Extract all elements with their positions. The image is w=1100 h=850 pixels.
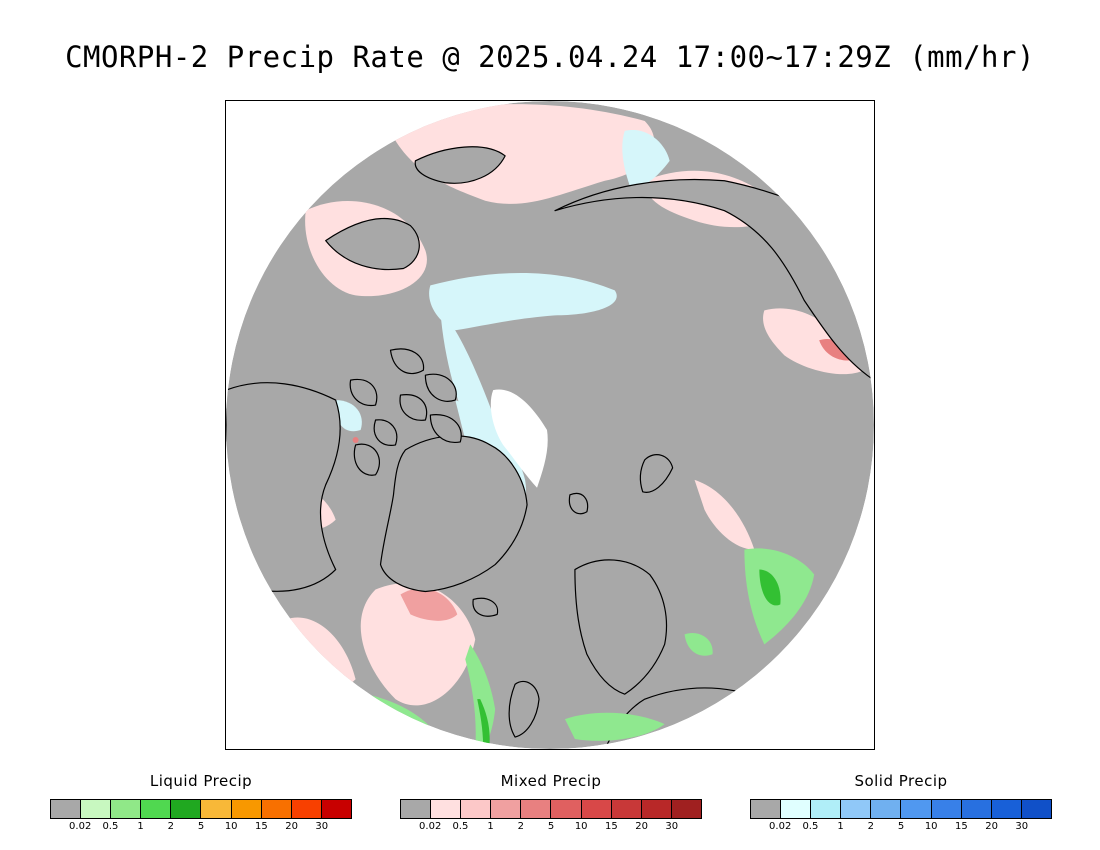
legend-title: Solid Precip <box>854 772 948 790</box>
legend-swatch <box>201 800 232 818</box>
legend-title: Mixed Precip <box>500 772 602 790</box>
legend-tick-label: 1 <box>137 821 144 832</box>
legend-tick-label: 20 <box>635 821 648 832</box>
legend-swatch <box>841 800 872 818</box>
legend-swatch <box>401 800 432 818</box>
legend-swatches <box>750 799 1052 819</box>
legend-swatch <box>171 800 202 818</box>
legend-swatch <box>521 800 552 818</box>
legend-swatch <box>461 800 492 818</box>
legend-swatch <box>431 800 462 818</box>
legend-title: Liquid Precip <box>149 772 253 790</box>
iceland-outline <box>472 597 499 617</box>
legend-tick-label: 0.5 <box>452 821 469 832</box>
legend-tick-label: 15 <box>255 821 268 832</box>
legend-tick-label: 30 <box>315 821 329 832</box>
legend-swatch <box>611 800 642 818</box>
legend-ticks: 0.02 0.5 1 2 5 10 15 20 30 <box>400 821 702 835</box>
legend-solid: Solid Precip 0.02 0.5 1 2 5 10 15 20 30 <box>750 772 1052 835</box>
legend-swatches <box>50 799 352 819</box>
legend-tick-label: 30 <box>665 821 679 832</box>
polar-precip-map <box>225 100 875 750</box>
mixed-precip-moderate-area <box>400 588 458 621</box>
legend-swatch <box>111 800 142 818</box>
legend-swatch <box>641 800 672 818</box>
legend-tick-label: 0.02 <box>419 821 442 832</box>
legend-tick-label: 0.5 <box>102 821 119 832</box>
legend-swatch <box>871 800 902 818</box>
legend-tick-label: 2 <box>517 821 524 832</box>
legend-tick-label: 10 <box>924 821 938 832</box>
legend-swatch <box>811 800 842 818</box>
legend-tick-label: 30 <box>1015 821 1029 832</box>
legend-swatch <box>141 800 172 818</box>
legend-swatch <box>291 800 322 818</box>
legend-tick-label: 2 <box>167 821 174 832</box>
mixed-precip-spot <box>352 436 359 443</box>
legend-tick-label: 5 <box>547 821 555 832</box>
legend-tick-label: 15 <box>955 821 968 832</box>
map-title: CMORPH-2 Precip Rate @ 2025.04.24 17:00~… <box>65 40 1035 74</box>
legend-swatch <box>781 800 812 818</box>
legend-tick-label: 20 <box>285 821 298 832</box>
legend-swatch <box>321 800 351 818</box>
legend-ticks: 0.02 0.5 1 2 5 10 15 20 30 <box>50 821 352 835</box>
scandinavia-outline <box>574 559 668 695</box>
legend-tick-label: 0.02 <box>69 821 92 832</box>
legend-tick-label: 2 <box>867 821 874 832</box>
legend-tick-label: 15 <box>605 821 618 832</box>
legend-tick-label: 1 <box>487 821 494 832</box>
legend-swatch <box>551 800 582 818</box>
greenland-outline <box>379 435 528 593</box>
svalbard-outline <box>568 492 589 515</box>
legend-swatch <box>751 800 782 818</box>
legend-liquid: Liquid Precip 0.02 0.5 1 2 5 10 15 20 30 <box>50 772 352 835</box>
legend-swatch <box>581 800 612 818</box>
no-data-pole-wedge <box>490 389 548 488</box>
legend-swatch <box>901 800 932 818</box>
legend-mixed: Mixed Precip 0.02 0.5 1 2 5 10 15 20 30 <box>400 772 702 835</box>
legend-tick-label: 1 <box>837 821 844 832</box>
legend-swatch <box>51 800 82 818</box>
legend-tick-label: 5 <box>897 821 905 832</box>
legend-swatch <box>961 800 992 818</box>
legend-swatches <box>400 799 702 819</box>
legend-tick-label: 10 <box>574 821 588 832</box>
legend-ticks: 0.02 0.5 1 2 5 10 15 20 30 <box>750 821 1052 835</box>
legend-swatch <box>261 800 292 818</box>
legend-swatch <box>491 800 522 818</box>
great-britain-outline <box>508 680 540 738</box>
legend-swatch <box>931 800 962 818</box>
legend-tick-label: 20 <box>985 821 998 832</box>
polar-map-svg <box>226 101 874 749</box>
legend-tick-label: 10 <box>224 821 238 832</box>
legend-swatch <box>81 800 112 818</box>
legend-swatch <box>231 800 262 818</box>
legend-swatch <box>991 800 1022 818</box>
mixed-precip-moderate-area-siberia <box>819 338 853 361</box>
legend-tick-label: 5 <box>197 821 205 832</box>
legend-swatch <box>671 800 701 818</box>
legend-tick-label: 0.02 <box>769 821 792 832</box>
legend-swatch <box>1021 800 1051 818</box>
legend-tick-label: 0.5 <box>802 821 819 832</box>
